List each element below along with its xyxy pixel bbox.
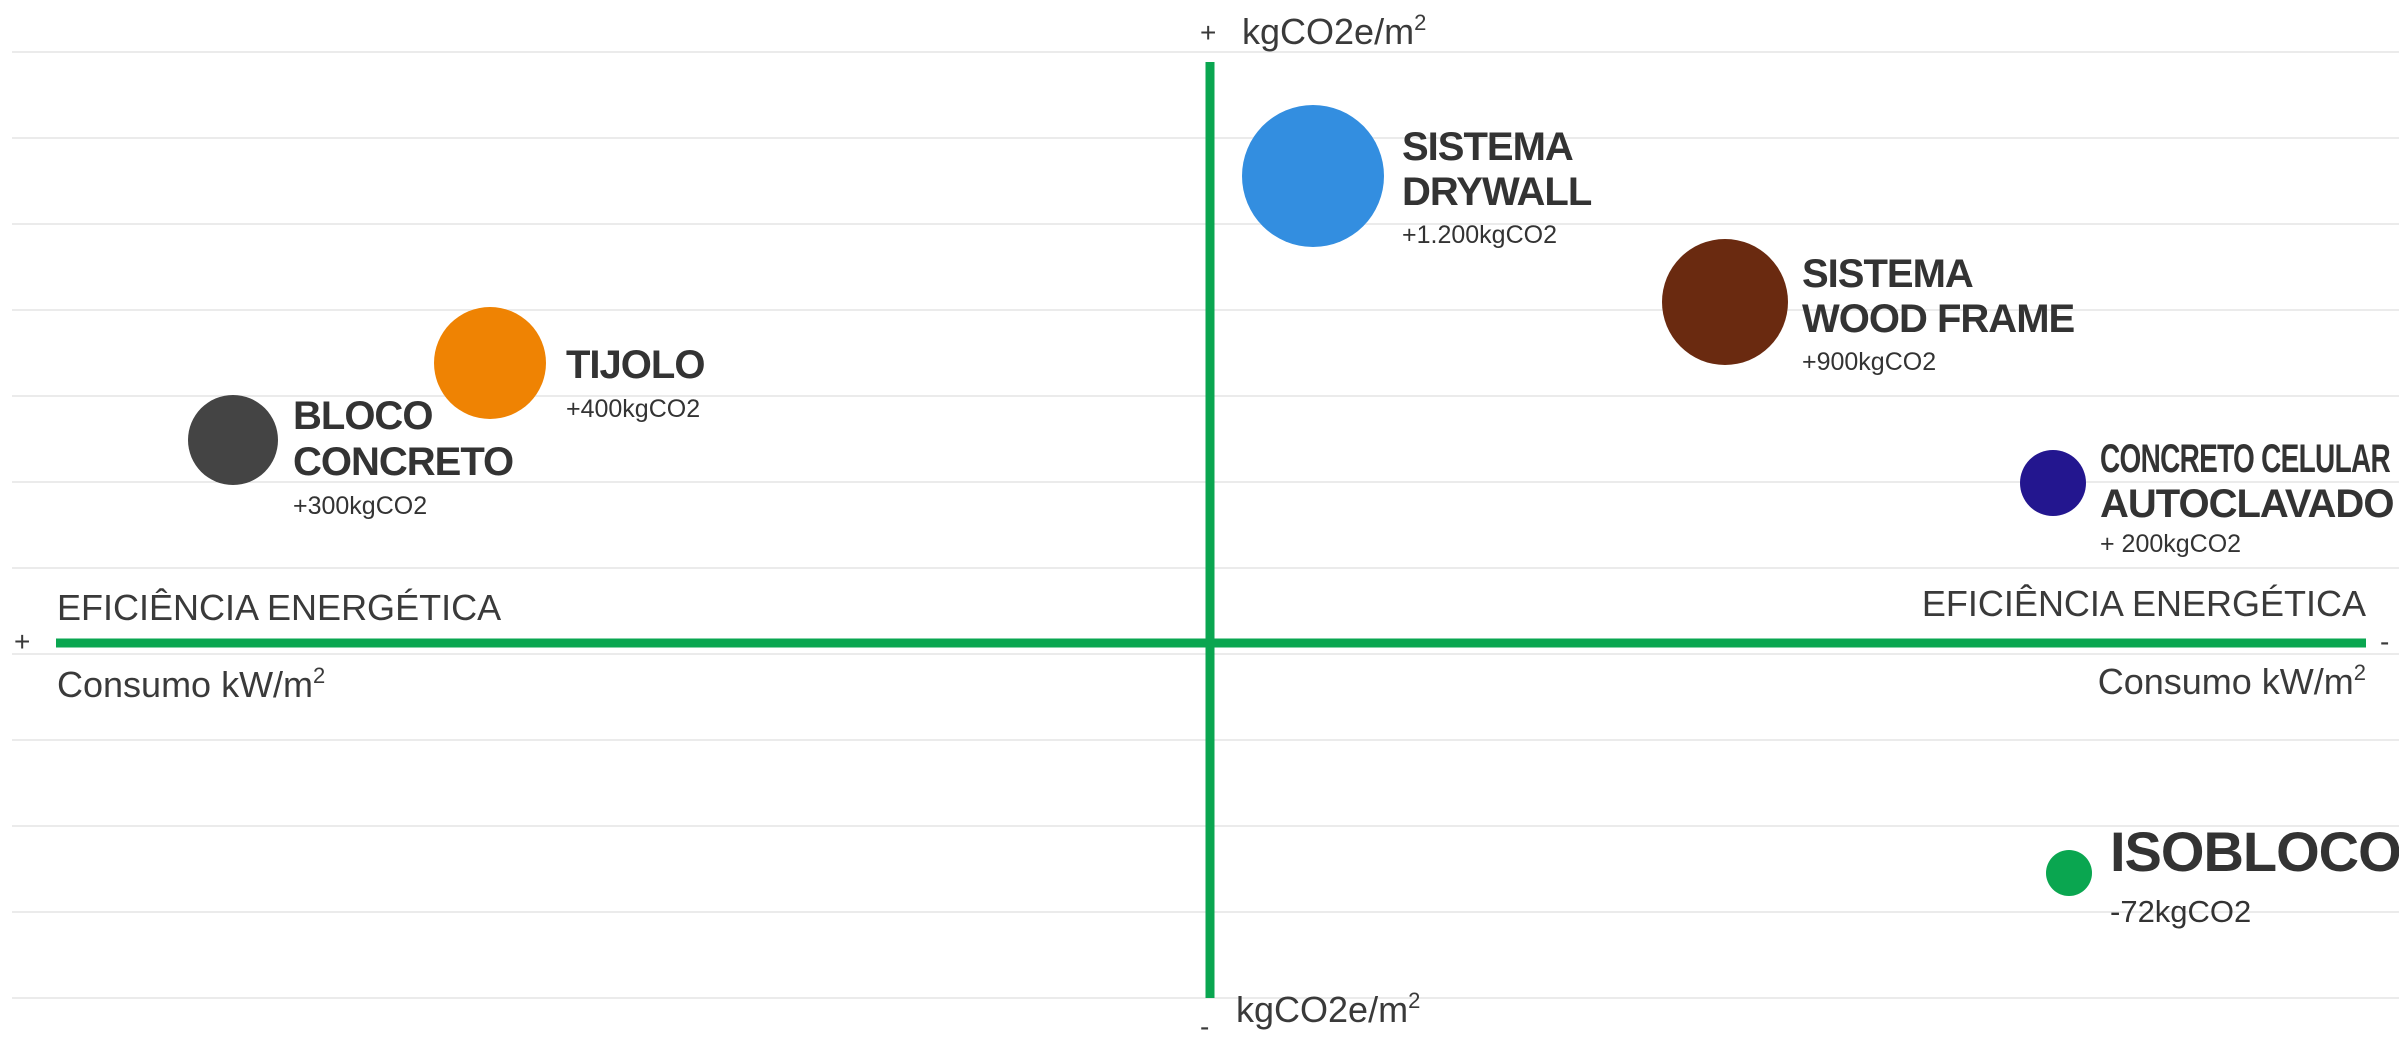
x-right-sign: - bbox=[2380, 626, 2389, 657]
y-bottom-label: kgCO2e/m2 bbox=[1236, 988, 1420, 1030]
data-points: BLOCO CONCRETO +300kgCO2 TIJOLO +400kgCO… bbox=[188, 105, 2399, 929]
marker-tijolo bbox=[434, 307, 546, 419]
point-bloco-concreto: BLOCO CONCRETO +300kgCO2 bbox=[188, 394, 514, 520]
point-sistema-wood-frame: SISTEMA WOOD FRAME +900kgCO2 bbox=[1662, 239, 2076, 376]
point-concreto-celular: CONCRETO CELULAR AUTOCLAVADO + 200kgCO2 bbox=[2020, 437, 2394, 558]
label-sistema-drywall-line1: SISTEMA bbox=[1402, 125, 1573, 169]
x-title-right: EFICIÊNCIA ENERGÉTICA bbox=[1922, 583, 2366, 624]
point-sistema-drywall: SISTEMA DRYWALL +1.200kgCO2 bbox=[1242, 105, 1593, 249]
y-top-label: kgCO2e/m2 bbox=[1242, 10, 1426, 52]
x-sub-left: Consumo kW/m2 bbox=[57, 663, 325, 705]
value-concreto-celular: + 200kgCO2 bbox=[2100, 530, 2241, 558]
marker-concreto-celular bbox=[2020, 450, 2086, 516]
x-title-left: EFICIÊNCIA ENERGÉTICA bbox=[57, 587, 501, 628]
y-top-unit-sup: 2 bbox=[1414, 10, 1426, 35]
marker-sistema-wood-frame bbox=[1662, 239, 1788, 365]
x-sub-left-sup: 2 bbox=[313, 663, 325, 688]
label-sistema-wood-frame-line2: WOOD FRAME bbox=[1802, 297, 2075, 341]
value-bloco-concreto: +300kgCO2 bbox=[293, 492, 427, 520]
y-bottom-unit-sup: 2 bbox=[1408, 988, 1420, 1013]
point-tijolo: TIJOLO +400kgCO2 bbox=[434, 307, 705, 423]
label-sistema-wood-frame-line1: SISTEMA bbox=[1802, 252, 1973, 296]
x-left-sign: + bbox=[14, 626, 30, 657]
y-bottom-sign: - bbox=[1200, 1011, 1209, 1037]
point-isobloco: ISOBLOCO -72kgCO2 bbox=[2046, 820, 2399, 929]
y-top-sign: + bbox=[1200, 17, 1216, 48]
label-concreto-celular-line1: CONCRETO CELULAR bbox=[2100, 437, 2391, 481]
value-sistema-drywall: +1.200kgCO2 bbox=[1402, 221, 1557, 249]
marker-bloco-concreto bbox=[188, 395, 278, 485]
x-sub-right: Consumo kW/m2 bbox=[2098, 660, 2366, 702]
marker-sistema-drywall bbox=[1242, 105, 1384, 247]
marker-isobloco bbox=[2046, 850, 2092, 896]
value-sistema-wood-frame: +900kgCO2 bbox=[1802, 348, 1936, 376]
label-sistema-drywall-line2: DRYWALL bbox=[1402, 170, 1592, 214]
label-bloco-concreto-line2: CONCRETO bbox=[293, 440, 513, 484]
label-isobloco: ISOBLOCO bbox=[2110, 820, 2399, 883]
value-isobloco: -72kgCO2 bbox=[2110, 894, 2251, 929]
label-concreto-celular-line2: AUTOCLAVADO bbox=[2100, 482, 2393, 526]
label-tijolo: TIJOLO bbox=[566, 343, 704, 387]
label-bloco-concreto-line1: BLOCO bbox=[293, 394, 432, 438]
value-tijolo: +400kgCO2 bbox=[566, 395, 700, 423]
x-sub-right-sup: 2 bbox=[2354, 660, 2366, 685]
